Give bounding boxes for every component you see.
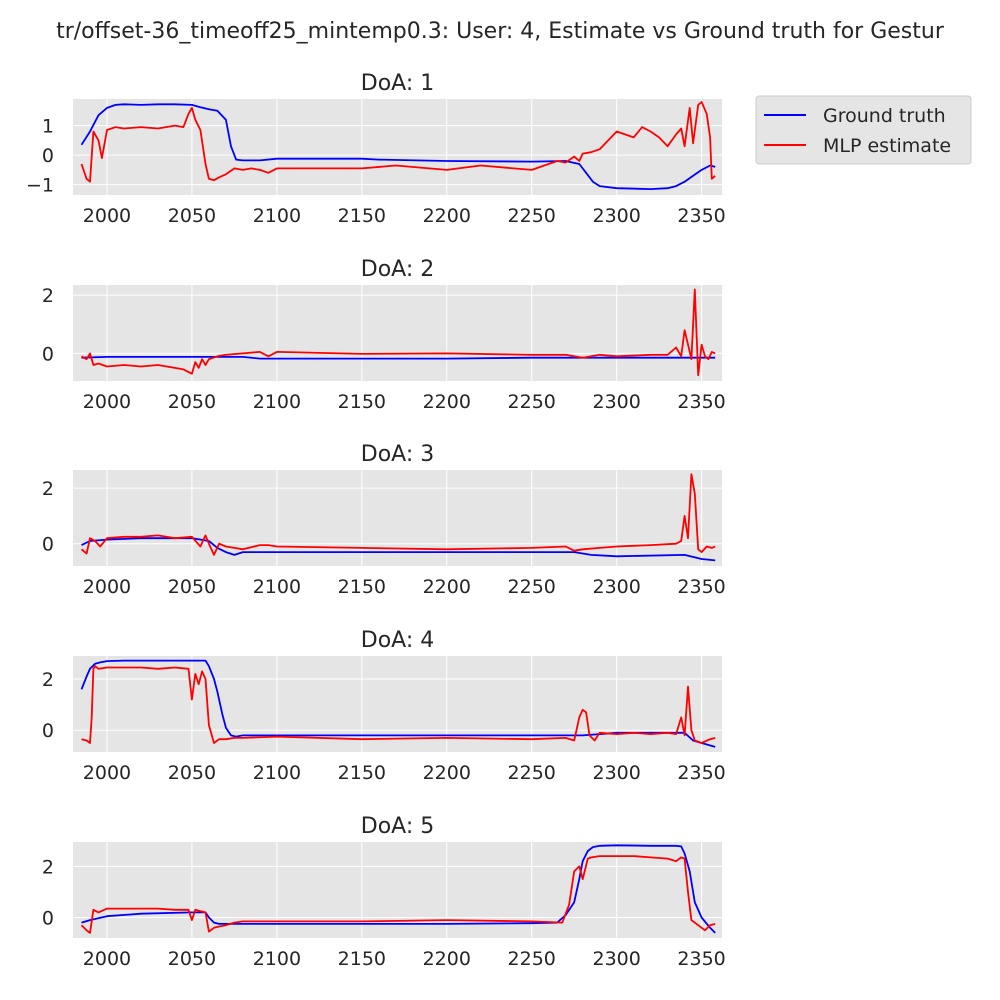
plot-area (73, 99, 722, 195)
x-tick-label: 2000 (83, 391, 131, 413)
x-tick-label: 2200 (423, 205, 471, 227)
x-tick-label: 2150 (338, 762, 386, 784)
x-tick-label: 2300 (592, 391, 640, 413)
x-tick-label: 2000 (83, 576, 131, 598)
x-tick-label: 2350 (677, 762, 725, 784)
x-tick-label: 2100 (253, 205, 301, 227)
legend-label: MLP estimate (823, 135, 951, 157)
legend-box (755, 95, 972, 165)
subplot-title: DoA: 3 (361, 442, 434, 467)
x-tick-label: 2200 (423, 391, 471, 413)
x-tick-label: 2250 (508, 948, 556, 970)
mlp-estimate-line (80, 855, 716, 934)
y-tick-label: 2 (42, 478, 54, 500)
x-tick-label: 2300 (592, 948, 640, 970)
legend-item: MLP estimate (764, 135, 951, 157)
plot-area (73, 842, 722, 938)
x-tick-label: 2250 (508, 391, 556, 413)
x-tick-label: 2350 (677, 391, 725, 413)
legend-item: Ground truth (764, 105, 946, 127)
x-tick-label: 2000 (83, 762, 131, 784)
subplot-doa-5: DoA: 5 2000 2050 2100 2150 2200 2250 2300 2350 2 0 (42, 814, 726, 970)
x-tick-label: 2200 (423, 762, 471, 784)
x-tick-label: 2050 (168, 948, 216, 970)
legend-label: Ground truth (823, 105, 946, 127)
x-tick-label: 2150 (338, 576, 386, 598)
x-tick-label: 2050 (168, 576, 216, 598)
x-tick-label: 2350 (677, 576, 725, 598)
y-tick-label: 0 (42, 908, 54, 930)
mlp-estimate-line (81, 288, 716, 377)
x-tick-label: 2250 (508, 762, 556, 784)
x-tick-label: 2100 (253, 391, 301, 413)
subplot-doa-4: DoA: 4 2000 2050 2100 2150 2200 2250 2300 2350 2 0 (42, 628, 726, 784)
ground-truth-line (80, 659, 716, 748)
mlp-estimate-line (80, 101, 716, 183)
figure-title: tr/offset-36_timeoff25_mintemp0.3: User:… (56, 19, 945, 44)
x-tick-label: 2150 (338, 391, 386, 413)
x-tick-label: 2150 (338, 948, 386, 970)
y-tick-label: 2 (42, 285, 54, 307)
subplot-title: DoA: 1 (361, 71, 434, 96)
subplot-title: DoA: 2 (361, 257, 434, 282)
x-tick-label: 2250 (508, 205, 556, 227)
x-tick-label: 2300 (592, 576, 640, 598)
plot-area (73, 656, 722, 752)
legend: Ground truth MLP estimate (755, 95, 972, 165)
x-tick-label: 2100 (253, 948, 301, 970)
plot-area (73, 470, 722, 566)
x-tick-label: 2000 (83, 948, 131, 970)
x-tick-label: 2300 (592, 205, 640, 227)
mlp-estimate-line (80, 473, 716, 556)
x-tick-label: 2350 (677, 205, 725, 227)
ground-truth-line (81, 355, 716, 360)
ground-truth-line (81, 537, 716, 562)
x-tick-label: 2100 (253, 576, 301, 598)
subplot-title: DoA: 5 (361, 814, 434, 839)
x-tick-label: 2050 (168, 391, 216, 413)
x-tick-label: 2300 (592, 762, 640, 784)
y-tick-label: 0 (42, 534, 54, 556)
x-tick-label: 2250 (508, 576, 556, 598)
y-tick-label: 2 (42, 669, 54, 691)
x-tick-label: 2050 (168, 762, 216, 784)
subplot-doa-2: DoA: 2 2000 2050 2100 2150 2200 2250 2300 2350 2 0 (42, 257, 726, 413)
mlp-estimate-line (81, 665, 716, 744)
x-tick-label: 2200 (423, 576, 471, 598)
x-tick-label: 2000 (83, 205, 131, 227)
subplot-doa-1: DoA: 1 2000 2050 2100 2150 2200 2250 2300 2350 1 0… (26, 71, 726, 227)
y-tick-label: 0 (42, 145, 54, 167)
x-tick-label: 2350 (677, 948, 725, 970)
y-tick-label: 1 (42, 116, 54, 138)
x-tick-label: 2200 (423, 948, 471, 970)
y-tick-label: 0 (42, 343, 54, 365)
y-tick-label: 0 (42, 720, 54, 742)
x-tick-label: 2100 (253, 762, 301, 784)
y-tick-label: 2 (42, 856, 54, 878)
plot-area (73, 285, 722, 381)
subplot-doa-3: DoA: 3 2000 2050 2100 2150 2200 2250 2300 2350 2 0 (42, 442, 726, 598)
x-tick-label: 2050 (168, 205, 216, 227)
x-tick-label: 2150 (338, 205, 386, 227)
y-tick-label: −1 (26, 175, 54, 197)
subplot-title: DoA: 4 (361, 628, 434, 653)
ground-truth-line (80, 103, 716, 191)
